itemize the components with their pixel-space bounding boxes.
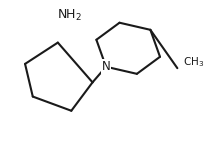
- Text: N: N: [102, 60, 110, 73]
- Text: CH$_3$: CH$_3$: [183, 56, 204, 69]
- Text: NH$_2$: NH$_2$: [57, 8, 82, 23]
